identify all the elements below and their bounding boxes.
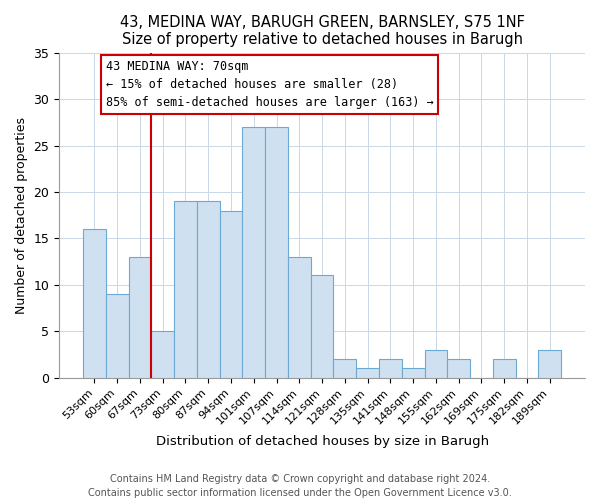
Bar xyxy=(493,359,515,378)
Bar xyxy=(128,257,151,378)
Y-axis label: Number of detached properties: Number of detached properties xyxy=(15,116,28,314)
Bar xyxy=(538,350,561,378)
Bar xyxy=(106,294,128,378)
Bar xyxy=(425,350,447,378)
Bar xyxy=(402,368,425,378)
Title: 43, MEDINA WAY, BARUGH GREEN, BARNSLEY, S75 1NF
Size of property relative to det: 43, MEDINA WAY, BARUGH GREEN, BARNSLEY, … xyxy=(119,15,524,48)
Bar xyxy=(151,331,174,378)
Bar xyxy=(311,276,334,378)
Bar xyxy=(334,359,356,378)
Bar xyxy=(288,257,311,378)
Bar xyxy=(83,229,106,378)
Bar xyxy=(220,210,242,378)
Text: 43 MEDINA WAY: 70sqm
← 15% of detached houses are smaller (28)
85% of semi-detac: 43 MEDINA WAY: 70sqm ← 15% of detached h… xyxy=(106,60,434,109)
Bar xyxy=(197,201,220,378)
Bar xyxy=(174,201,197,378)
Bar xyxy=(379,359,402,378)
Bar xyxy=(242,127,265,378)
X-axis label: Distribution of detached houses by size in Barugh: Distribution of detached houses by size … xyxy=(155,434,488,448)
Text: Contains HM Land Registry data © Crown copyright and database right 2024.
Contai: Contains HM Land Registry data © Crown c… xyxy=(88,474,512,498)
Bar xyxy=(356,368,379,378)
Bar xyxy=(265,127,288,378)
Bar xyxy=(447,359,470,378)
